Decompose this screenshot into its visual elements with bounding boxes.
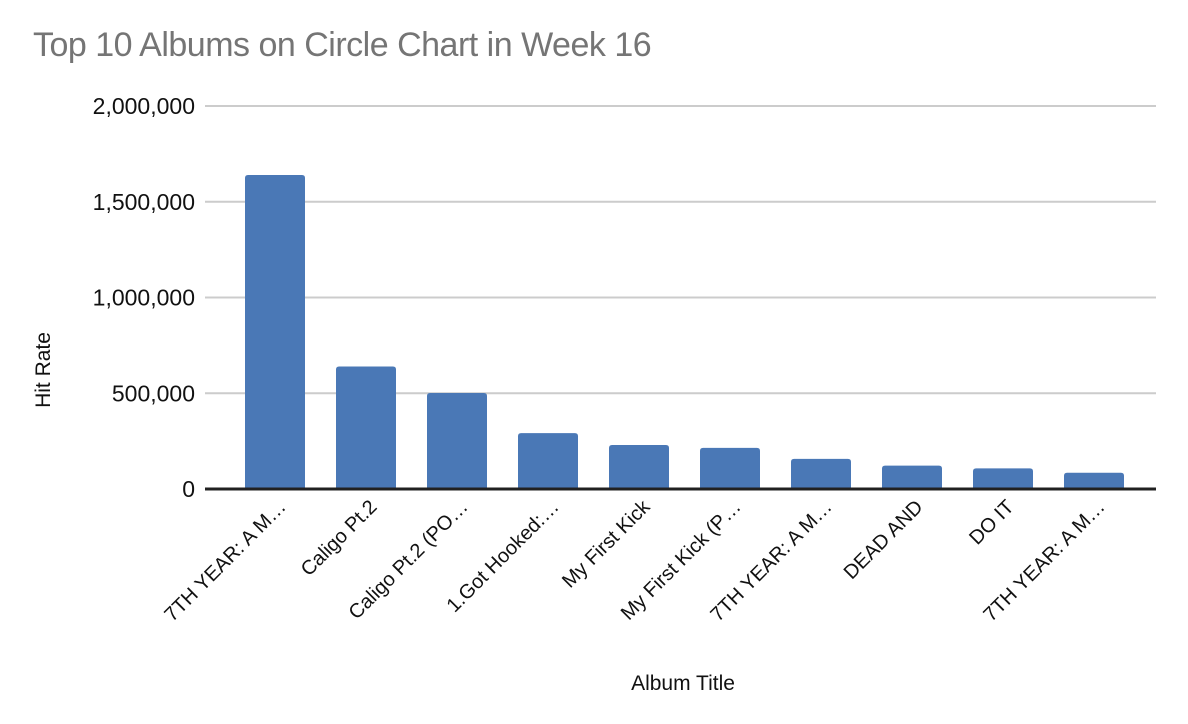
bar-10[interactable] [1064,472,1124,489]
bar-4[interactable] [518,433,578,489]
bar-6[interactable] [700,447,760,489]
x-axis-tick-label: My First Kick [558,495,655,592]
bar-2[interactable] [336,366,396,489]
chart-title: Top 10 Albums on Circle Chart in Week 16 [33,26,652,64]
x-axis-tick-label: DO IT [965,496,1018,549]
x-axis-tick-label: DEAD AND [840,496,928,584]
x-axis-tick-label: 7TH YEAR: A M… [160,496,290,626]
bar-7[interactable] [791,458,851,489]
bar-1[interactable] [245,174,305,489]
bar-5[interactable] [609,444,669,489]
y-axis-tick-label: 2,000,000 [93,93,195,119]
x-axis-title: Album Title [631,672,735,695]
bar-9[interactable] [973,468,1033,489]
bar-8[interactable] [882,465,942,489]
x-axis-tick-label: Caligo Pt.2 [297,496,382,581]
bar-3[interactable] [427,393,487,489]
y-axis-tick-label: 1,000,000 [93,285,195,311]
y-axis-tick-label: 0 [182,476,195,502]
y-axis-tick-label: 500,000 [112,380,195,406]
y-axis-tick-label: 1,500,000 [93,189,195,215]
